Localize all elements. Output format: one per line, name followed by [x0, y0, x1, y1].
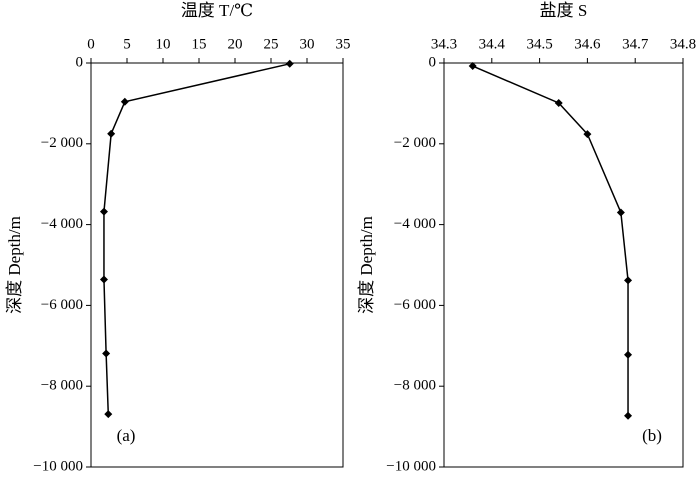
point-marker: [624, 350, 633, 359]
point-marker: [554, 98, 563, 107]
x-tick-label: 34.5: [526, 36, 552, 52]
y-tick-label: −8 000: [41, 378, 83, 394]
y-tick-label: 0: [76, 54, 84, 70]
x-tick-label: 20: [228, 36, 243, 52]
y-tick-label: −4 000: [41, 216, 83, 232]
x-tick-label: 34.6: [574, 36, 601, 52]
point-marker: [104, 410, 113, 419]
y-tick-label: −2 000: [394, 135, 436, 151]
y-tick-label: 0: [429, 54, 437, 70]
point-marker: [107, 129, 116, 138]
x-tick-label: 34.7: [622, 36, 649, 52]
y-tick-label: −8 000: [394, 378, 436, 394]
plot-frame: [90, 62, 344, 468]
y-tick-label: −10 000: [33, 458, 83, 474]
point-marker: [99, 275, 108, 284]
point-marker: [285, 59, 294, 68]
y-tick-label: −6 000: [394, 297, 436, 313]
x-tick-label: 34.8: [670, 36, 696, 52]
chart-title: 温度 T/℃: [181, 1, 253, 20]
point-marker: [120, 97, 129, 106]
y-axis-label: 深度 Depth/m: [357, 216, 376, 314]
y-axis-label: 深度 Depth/m: [5, 216, 24, 314]
x-tick-label: 35: [336, 36, 351, 52]
point-marker: [616, 208, 625, 217]
x-tick-label: 10: [156, 36, 171, 52]
chart-title: 盐度 S: [540, 1, 588, 20]
x-tick-label: 15: [192, 36, 207, 52]
x-tick-label: 5: [123, 36, 131, 52]
y-tick-label: −10 000: [386, 458, 436, 474]
profile-line: [472, 65, 629, 416]
point-marker: [624, 411, 633, 420]
y-tick-label: −2 000: [41, 135, 83, 151]
y-tick-label: −4 000: [394, 216, 436, 232]
point-marker: [583, 130, 592, 139]
profile-line: [103, 63, 290, 415]
point-marker: [102, 349, 111, 358]
point-marker: [624, 276, 633, 285]
y-tick-label: −6 000: [41, 297, 83, 313]
x-tick-label: 34.3: [431, 36, 457, 52]
panel-label: (a): [117, 426, 136, 445]
point-marker: [468, 62, 477, 71]
x-tick-label: 0: [87, 36, 95, 52]
plot-frame: [443, 62, 684, 468]
x-tick-label: 34.4: [479, 36, 506, 52]
panel-label: (b): [642, 426, 662, 445]
x-tick-label: 30: [300, 36, 315, 52]
x-tick-label: 25: [264, 36, 279, 52]
point-marker: [99, 207, 108, 216]
